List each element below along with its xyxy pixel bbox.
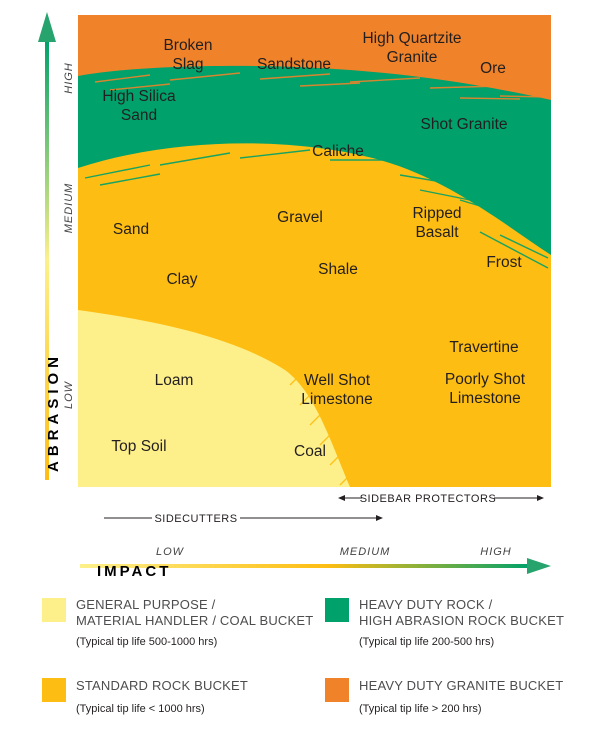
abrasion-medium-label: MEDIUM — [63, 183, 75, 234]
legend: GENERAL PURPOSE / MATERIAL HANDLER / COAL… — [0, 590, 598, 730]
label-loam: Loam — [155, 372, 194, 389]
legend-swatch-light-yellow — [42, 598, 66, 622]
label-high-silica-sand: High Silica Sand — [102, 88, 176, 124]
impact-title: IMPACT — [97, 563, 171, 580]
sidebar-protectors-label: SIDEBAR PROTECTORS — [360, 493, 497, 505]
impact-arrow-head — [527, 558, 551, 574]
label-clay: Clay — [166, 271, 197, 288]
impact-low-label: LOW — [156, 546, 185, 558]
label-gravel: Gravel — [277, 209, 323, 226]
hatch-gold-yellow — [289, 364, 356, 486]
zone-map — [78, 15, 551, 487]
zone-light-yellow — [78, 310, 350, 487]
label-ripped-basalt: Ripped Basalt — [412, 205, 461, 241]
label-caliche: Caliche — [312, 143, 364, 160]
impact-axis-bar — [80, 564, 530, 568]
label-broken-slag: Broken Slag — [163, 37, 212, 73]
legend-title: HEAVY DUTY ROCK / HIGH ABRASION ROCK BUCK… — [359, 597, 565, 628]
legend-title: HEAVY DUTY GRANITE BUCKET — [359, 678, 564, 693]
impact-medium-label: MEDIUM — [340, 546, 391, 558]
label-poorly-shot-limestone: Poorly Shot Limestone — [445, 371, 526, 407]
abrasion-impact-diagram: Broken Slag Sandstone High Quartzite Grani… — [38, 12, 551, 580]
legend-swatch-orange — [325, 678, 349, 702]
label-travertine: Travertine — [449, 339, 518, 356]
range-bars: SIDEBAR PROTECTORS SIDECUTTERS — [104, 493, 544, 525]
hatch-orange-green — [94, 72, 549, 100]
abrasion-high-label: HIGH — [63, 62, 75, 94]
impact-axis: LOW MEDIUM HIGH IMPACT — [80, 546, 551, 580]
abrasion-arrow-head — [38, 12, 56, 42]
label-well-shot-limestone: Well Shot Limestone — [301, 372, 373, 408]
label-top-soil: Top Soil — [111, 438, 166, 455]
abrasion-low-label: LOW — [63, 380, 75, 409]
zone-labels: Broken Slag Sandstone High Quartzite Grani… — [102, 30, 525, 460]
legend-subtitle: (Typical tip life 500-1000 hrs) — [76, 636, 218, 648]
label-shot-granite: Shot Granite — [420, 116, 507, 133]
legend-subtitle: (Typical tip life > 200 hrs) — [359, 703, 482, 715]
label-shale: Shale — [318, 261, 358, 278]
label-sand: Sand — [113, 221, 149, 238]
sidecutters-label: SIDECUTTERS — [154, 513, 237, 525]
abrasion-axis: HIGH MEDIUM LOW ABRASION — [38, 12, 75, 480]
impact-high-label: HIGH — [480, 546, 512, 558]
legend-title: GENERAL PURPOSE / MATERIAL HANDLER / COAL… — [76, 597, 314, 628]
label-coal: Coal — [294, 443, 326, 460]
legend-subtitle: (Typical tip life < 1000 hrs) — [76, 703, 205, 715]
abrasion-title: ABRASION — [45, 352, 62, 472]
legend-subtitle: (Typical tip life 200-500 hrs) — [359, 636, 495, 648]
label-ore: Ore — [480, 60, 506, 77]
abrasion-axis-bar — [45, 40, 49, 480]
label-high-quartzite-granite: High Quartzite Granite — [362, 30, 461, 66]
legend-swatch-gold — [42, 678, 66, 702]
zone-orange — [78, 15, 551, 100]
label-sandstone: Sandstone — [257, 56, 331, 73]
legend-title: STANDARD ROCK BUCKET — [76, 678, 249, 693]
label-frost: Frost — [486, 254, 522, 271]
legend-swatch-green — [325, 598, 349, 622]
hatch-green-gold — [84, 149, 549, 269]
